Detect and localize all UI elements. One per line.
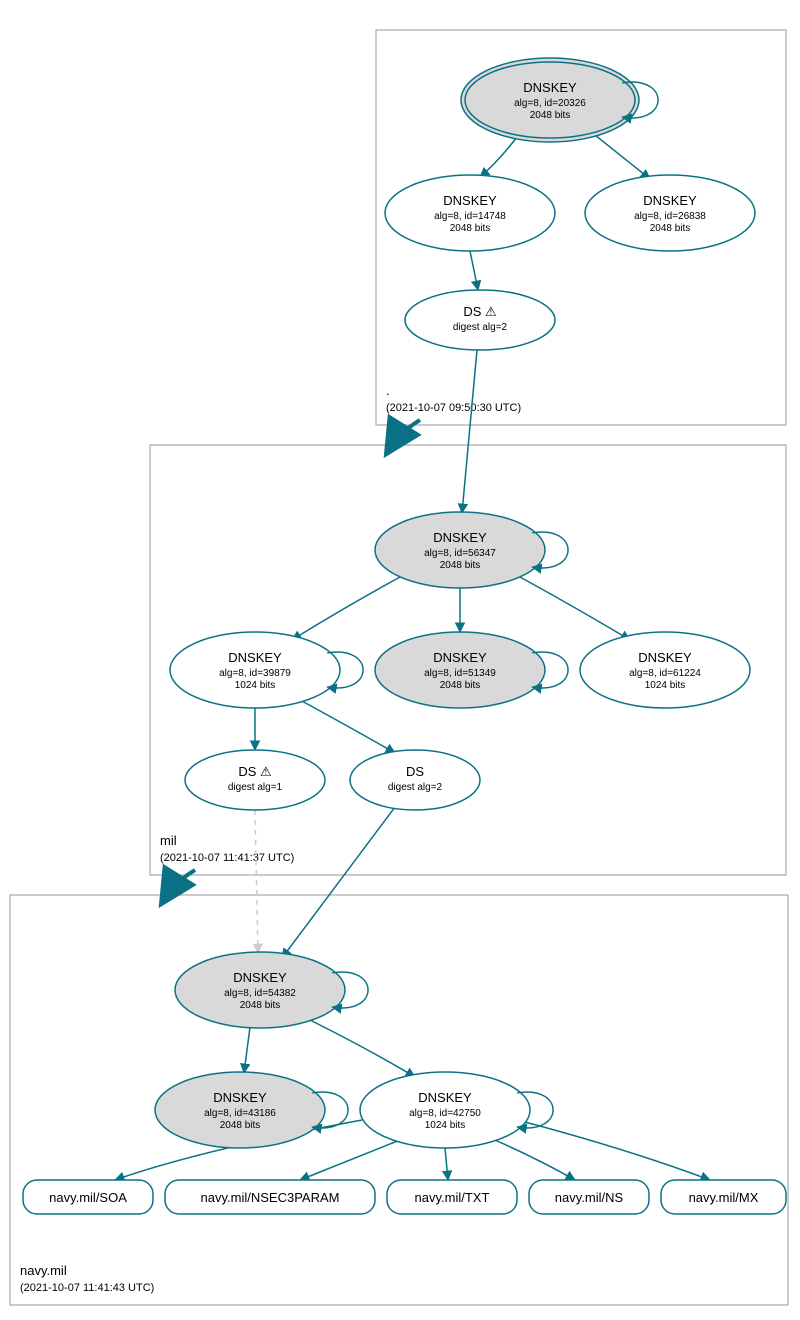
node-text-root_ds-0: DS ⚠ bbox=[463, 304, 497, 319]
node-text-mil_ksk-1: alg=8, id=56347 bbox=[424, 548, 496, 559]
zone-arrow-0 bbox=[390, 420, 420, 448]
node-text-navy_ksk-1: alg=8, id=54382 bbox=[224, 988, 296, 999]
zone-label-navy: navy.mil bbox=[20, 1263, 67, 1278]
record-label-2: navy.mil/TXT bbox=[415, 1190, 490, 1205]
node-navy_zsk1: DNSKEY alg=8, id=431862048 bits bbox=[155, 1072, 348, 1148]
node-mil_ds1: DS ⚠ digest alg=1 bbox=[185, 750, 325, 810]
edge-navy_zsk2-rec1 bbox=[300, 1140, 400, 1180]
node-text-mil_zsk1-2: 1024 bits bbox=[235, 680, 276, 691]
node-text-root_ksk-2: 2048 bits bbox=[530, 110, 571, 121]
node-text-root_ds-1: digest alg=2 bbox=[453, 322, 508, 333]
record-label-0: navy.mil/SOA bbox=[49, 1190, 127, 1205]
edge-navy_zsk2-rec4 bbox=[525, 1122, 710, 1180]
zone-label-mil: mil bbox=[160, 833, 177, 848]
edge-mil_ds1-navy_ksk bbox=[255, 810, 258, 953]
node-text-navy_ksk-0: DNSKEY bbox=[233, 970, 287, 985]
node-text-navy_zsk1-2: 2048 bits bbox=[220, 1120, 261, 1131]
node-mil_ds2: DS digest alg=2 bbox=[350, 750, 480, 810]
node-text-mil_ksk-0: DNSKEY bbox=[433, 530, 487, 545]
node-text-root_zsk2-1: alg=8, id=26838 bbox=[634, 211, 706, 222]
node-text-root_zsk1-2: 2048 bits bbox=[450, 223, 491, 234]
zone-sublabel-mil: (2021-10-07 11:41:37 UTC) bbox=[160, 852, 294, 864]
node-mil_zsk1: DNSKEY alg=8, id=398791024 bits bbox=[170, 632, 363, 708]
record-label-4: navy.mil/MX bbox=[689, 1190, 759, 1205]
edge-root_ds-mil_ksk bbox=[462, 350, 477, 513]
edge-navy_ksk-navy_zsk1 bbox=[244, 1027, 250, 1073]
node-text-mil_ds2-1: digest alg=2 bbox=[388, 782, 443, 793]
node-text-navy_zsk2-0: DNSKEY bbox=[418, 1090, 472, 1105]
node-text-mil_ds1-0: DS ⚠ bbox=[238, 764, 272, 779]
zone-arrow-1 bbox=[165, 870, 195, 898]
node-root_ds: DS ⚠ digest alg=2 bbox=[405, 290, 555, 350]
node-text-navy_zsk1-1: alg=8, id=43186 bbox=[204, 1108, 276, 1119]
node-text-mil_zsk3-1: alg=8, id=61224 bbox=[629, 668, 701, 679]
node-root_zsk1: DNSKEY alg=8, id=147482048 bits bbox=[385, 175, 555, 251]
node-text-mil_zsk1-0: DNSKEY bbox=[228, 650, 282, 665]
edge-mil_zsk1-mil_ds2 bbox=[300, 700, 395, 753]
node-root_ksk: DNSKEY alg=8, id=203262048 bits bbox=[461, 58, 658, 142]
edge-navy_ksk-navy_zsk2 bbox=[310, 1020, 415, 1077]
node-mil_zsk3: DNSKEY alg=8, id=612241024 bits bbox=[580, 632, 750, 708]
node-navy_ksk: DNSKEY alg=8, id=543822048 bits bbox=[175, 952, 368, 1028]
node-text-root_ksk-1: alg=8, id=20326 bbox=[514, 98, 586, 109]
node-navy_zsk2: DNSKEY alg=8, id=427501024 bits bbox=[360, 1072, 553, 1148]
node-text-mil_ds1-1: digest alg=1 bbox=[228, 782, 283, 793]
node-text-root_zsk1-1: alg=8, id=14748 bbox=[434, 211, 506, 222]
record-label-3: navy.mil/NS bbox=[555, 1190, 624, 1205]
node-text-mil_ds2-0: DS bbox=[406, 764, 424, 779]
node-text-navy_zsk1-0: DNSKEY bbox=[213, 1090, 267, 1105]
node-text-navy_zsk2-2: 1024 bits bbox=[425, 1120, 466, 1131]
node-text-mil_zsk2-2: 2048 bits bbox=[440, 680, 481, 691]
node-text-root_ksk-0: DNSKEY bbox=[523, 80, 577, 95]
node-text-root_zsk2-0: DNSKEY bbox=[643, 193, 697, 208]
node-root_zsk2: DNSKEY alg=8, id=268382048 bits bbox=[585, 175, 755, 251]
edge-root_zsk1-root_ds bbox=[470, 251, 478, 290]
edge-root_ksk-root_zsk1 bbox=[480, 133, 520, 177]
zone-label-root: . bbox=[386, 383, 390, 398]
record-label-1: navy.mil/NSEC3PARAM bbox=[201, 1190, 340, 1205]
dnssec-diagram: . (2021-10-07 09:50:30 UTC) mil (2021-10-07… bbox=[0, 0, 800, 1320]
edge-mil_ksk-mil_zsk1 bbox=[292, 577, 400, 640]
node-mil_zsk2: DNSKEY alg=8, id=513492048 bits bbox=[375, 632, 568, 708]
node-text-mil_zsk3-0: DNSKEY bbox=[638, 650, 692, 665]
edge-navy_zsk2-rec3 bbox=[495, 1140, 575, 1180]
node-text-navy_zsk2-1: alg=8, id=42750 bbox=[409, 1108, 481, 1119]
edge-root_ksk-root_zsk2 bbox=[590, 131, 650, 179]
edge-mil_ksk-mil_zsk3 bbox=[520, 577, 630, 640]
edge-mil_ds2-navy_ksk bbox=[282, 807, 395, 958]
node-text-mil_ksk-2: 2048 bits bbox=[440, 560, 481, 571]
edge-navy_zsk2-rec2 bbox=[445, 1148, 448, 1180]
node-text-mil_zsk1-1: alg=8, id=39879 bbox=[219, 668, 291, 679]
node-text-root_zsk1-0: DNSKEY bbox=[443, 193, 497, 208]
node-text-mil_zsk2-0: DNSKEY bbox=[433, 650, 487, 665]
node-text-mil_zsk3-2: 1024 bits bbox=[645, 680, 686, 691]
node-mil_ksk: DNSKEY alg=8, id=563472048 bits bbox=[375, 512, 568, 588]
node-text-mil_zsk2-1: alg=8, id=51349 bbox=[424, 668, 496, 679]
node-text-root_zsk2-2: 2048 bits bbox=[650, 223, 691, 234]
node-text-navy_ksk-2: 2048 bits bbox=[240, 1000, 281, 1011]
zone-sublabel-navy: (2021-10-07 11:41:43 UTC) bbox=[20, 1282, 154, 1294]
zone-sublabel-root: (2021-10-07 09:50:30 UTC) bbox=[386, 402, 521, 414]
